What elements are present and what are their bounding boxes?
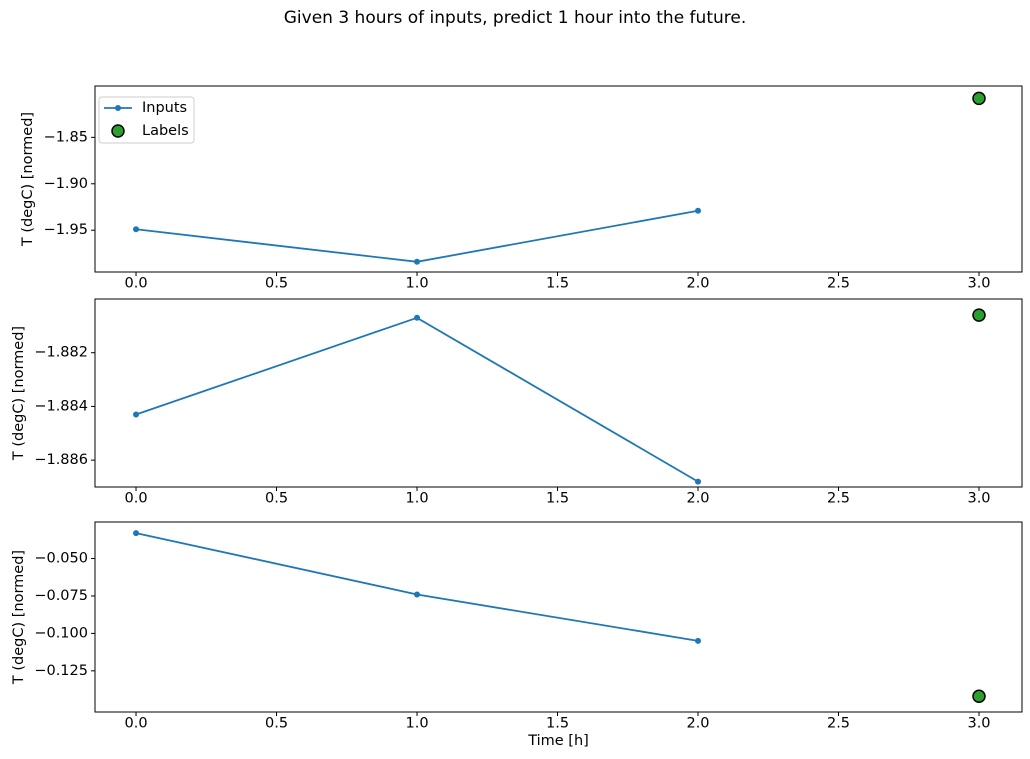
y-tick-label: −1.90 <box>44 176 88 192</box>
y-tick-label: −1.95 <box>44 222 88 238</box>
y-axis-label-subplot-2: T (degC) [normed] <box>11 325 27 461</box>
inputs-marker <box>695 207 702 214</box>
figure-title: Given 3 hours of inputs, predict 1 hour … <box>283 8 747 28</box>
y-tick-label: −1.884 <box>34 398 88 414</box>
x-tick-label: 1.5 <box>546 491 569 507</box>
subplot-2: 0.0 0.5 1.0 1.5 2.0 2.5 3.0 −1.882 −1.884 −1.886 <box>34 298 1023 507</box>
subplot-1: 0.0 0.5 1.0 1.5 2.0 2.5 3.0 −1.85 −1.90 −1.95 Inpu… <box>44 85 1023 292</box>
x-tick-label: 0.5 <box>265 716 288 732</box>
x-tick-label: 0.5 <box>265 276 288 292</box>
axes-frame <box>94 298 1023 488</box>
inputs-marker <box>414 314 421 321</box>
inputs-line <box>135 209 699 263</box>
y-axis-label-subplot-3: T (degC) [normed] <box>11 549 27 685</box>
legend-labels-label: Labels <box>142 123 189 139</box>
x-tick-label: 0.5 <box>265 491 288 507</box>
inputs-marker <box>695 637 702 644</box>
y-tick-label: −0.075 <box>34 588 88 604</box>
x-tick-label: 1.0 <box>405 276 428 292</box>
labels-point <box>972 91 986 106</box>
x-tick-label: 1.5 <box>546 276 569 292</box>
y-tick-label: −1.886 <box>34 452 88 468</box>
inputs-line <box>135 316 699 483</box>
legend: Inputs Labels <box>98 96 195 144</box>
inputs-marker <box>133 411 140 418</box>
labels-point <box>972 308 986 322</box>
x-tick-label: 2.5 <box>827 276 850 292</box>
x-tick-label: 3.0 <box>967 491 990 507</box>
inputs-marker <box>133 530 140 537</box>
x-axis-label: Time [h] <box>528 733 589 749</box>
y-tick-label: −0.100 <box>34 625 88 641</box>
x-tick-label: 2.5 <box>827 716 850 732</box>
x-tick-label: 3.0 <box>967 276 990 292</box>
x-tick-label: 2.5 <box>827 491 850 507</box>
labels-point <box>972 689 986 704</box>
x-tick-label: 1.5 <box>546 716 569 732</box>
legend-inputs-marker <box>115 105 121 111</box>
y-tick-label: −1.882 <box>34 345 88 361</box>
inputs-marker <box>414 258 421 265</box>
x-tick-label: 0.0 <box>124 716 147 732</box>
inputs-marker <box>133 226 140 233</box>
x-tick-label: 1.0 <box>405 716 428 732</box>
axes-frame <box>94 521 1023 713</box>
y-tick-label: −0.125 <box>34 663 88 679</box>
y-tick-label: −1.85 <box>44 129 88 145</box>
x-tick-label: 0.0 <box>124 491 147 507</box>
x-tick-label: 3.0 <box>967 716 990 732</box>
y-tick-label: −0.050 <box>34 551 88 567</box>
subplot-3: 0.0 0.5 1.0 1.5 2.0 2.5 3.0 −0.050 −0.075 −0.100 −… <box>34 521 1023 732</box>
x-tick-label: 2.0 <box>686 491 709 507</box>
y-axis-label-subplot-1: T (degC) [normed] <box>20 111 36 247</box>
axes-frame <box>94 85 1023 273</box>
legend-inputs-label: Inputs <box>142 100 187 116</box>
x-tick-label: 2.0 <box>686 276 709 292</box>
legend-labels-marker <box>111 124 125 138</box>
x-tick-label: 1.0 <box>405 491 428 507</box>
inputs-line <box>135 532 699 642</box>
x-tick-label: 2.0 <box>686 716 709 732</box>
x-tick-label: 0.0 <box>124 276 147 292</box>
inputs-marker <box>414 591 421 598</box>
inputs-marker <box>695 478 702 485</box>
